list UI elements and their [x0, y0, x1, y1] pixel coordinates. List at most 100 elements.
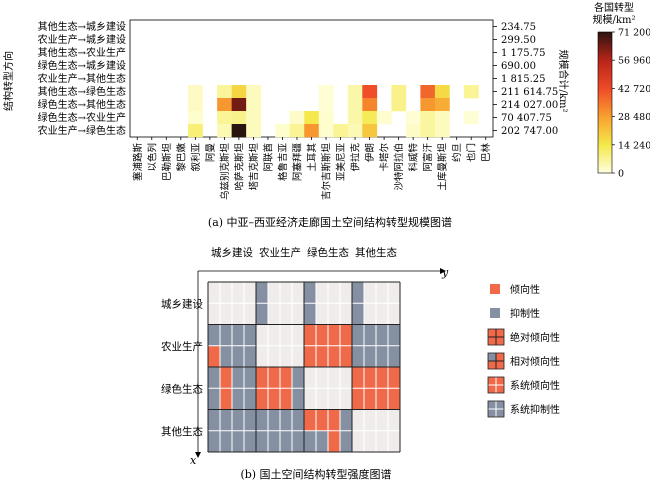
heatmap-cell	[231, 85, 247, 99]
intensity-cell	[388, 367, 400, 389]
intensity-cell	[328, 367, 340, 389]
heatmap-cell	[463, 85, 479, 99]
heatmap-cell	[231, 111, 247, 125]
intensity-cell	[304, 409, 316, 431]
legend-label: 相对倾向性	[510, 355, 560, 368]
intensity-cell	[232, 388, 244, 410]
intensity-cell	[292, 282, 304, 304]
intensity-cell	[388, 303, 400, 325]
column-labels: 塞浦路斯 以色列 巴勒斯坦 黎巴嫩 叙利亚 阿曼 乌兹别克斯坦 哈萨克斯坦 塔吉克斯坦 阿联酋 格鲁…	[132, 137, 492, 200]
row-label: 农业生产→绿色生态	[38, 124, 126, 137]
heatmap-cell	[246, 111, 261, 125]
intensity-cell	[340, 430, 352, 452]
colorbar-tick-label: 56 960	[618, 56, 650, 67]
heatmap-cell	[463, 111, 479, 125]
heatmap-cell	[217, 124, 232, 138]
intensity-cell	[232, 367, 244, 389]
row-total: 214 027.00	[501, 100, 558, 111]
intensity-cell	[304, 324, 316, 346]
intensity-cell	[304, 345, 316, 367]
heatmap-cell	[188, 85, 203, 99]
intensity-cell	[388, 345, 400, 367]
column-label: 伊拉克	[350, 143, 362, 172]
column-label: 阿曼	[205, 143, 216, 163]
intensity-cell	[328, 430, 340, 452]
intensity-cell	[232, 345, 244, 367]
intensity-cell	[340, 367, 352, 389]
intensity-cell	[364, 388, 376, 410]
intensity-cell	[316, 345, 328, 367]
row-total: 690.00	[501, 61, 536, 72]
column-label: 黎巴嫩	[175, 143, 187, 172]
heatmap-cell	[434, 85, 450, 99]
intensity-cell	[292, 388, 304, 410]
column-label: 塞浦路斯	[132, 143, 144, 182]
row-label: 绿色生态→城乡建设	[38, 59, 126, 72]
heatmap-cell	[231, 124, 247, 138]
intensity-cell	[256, 367, 268, 389]
heatmap-cell	[217, 85, 232, 99]
row-total: 1 175.75	[501, 48, 546, 59]
intensity-cell	[292, 324, 304, 346]
intensity-cell	[256, 388, 268, 410]
intensity-cell	[280, 303, 292, 325]
intensity-cells	[207, 281, 401, 453]
intensity-cell	[268, 345, 280, 367]
intensity-cell	[256, 409, 268, 431]
heatmap-cell	[289, 111, 305, 125]
intensity-cell	[268, 324, 280, 346]
intensity-cell	[208, 324, 220, 346]
row-total: 234.75	[501, 22, 536, 33]
column-label: 阿富汗	[422, 143, 434, 172]
heatmap-cell	[420, 124, 436, 138]
intensity-cell	[220, 388, 232, 410]
heatmap-cell	[347, 124, 363, 138]
heatmap-cell	[333, 124, 349, 138]
colorbar-tick-label: 0	[618, 169, 624, 180]
panel-a-heatmap: 其他生态→城乡建设农业生产→城乡建设其他生态→农业生产绿色生态→城乡建设农业生产…	[2, 1, 650, 229]
intensity-cell	[280, 430, 292, 452]
heatmap-cell	[188, 98, 203, 112]
intensity-cell	[208, 303, 220, 325]
heatmap-cell	[246, 124, 261, 138]
intensity-cell	[256, 430, 268, 452]
colorbar-tick-label: 71 200	[618, 28, 650, 39]
intensity-cell	[268, 430, 280, 452]
heatmap-cell	[318, 98, 334, 112]
intensity-cell	[280, 345, 292, 367]
heatmap-cell	[362, 124, 378, 138]
intensity-cell	[364, 367, 376, 389]
y-axis-arrowhead	[440, 268, 446, 274]
intensity-cell	[232, 409, 244, 431]
intensity-cell	[304, 367, 316, 389]
column-group-label: 城乡建设	[211, 246, 253, 259]
row-group-label: 农业生产	[161, 340, 203, 353]
x-axis-arrowhead	[195, 452, 201, 458]
intensity-cell	[328, 345, 340, 367]
legend-swatch-positive	[490, 284, 500, 294]
column-label: 阿联酋	[262, 143, 274, 172]
colorbar-gradient	[597, 31, 613, 174]
intensity-cell	[328, 303, 340, 325]
column-label: 亚美尼亚	[335, 143, 347, 182]
intensity-cell	[220, 367, 232, 389]
row-label: 绿色生态→其他生态	[38, 98, 126, 111]
intensity-cell	[364, 430, 376, 452]
column-label: 巴勒斯坦	[161, 143, 173, 182]
intensity-cell	[244, 303, 256, 325]
intensity-cell	[244, 345, 256, 367]
heatmap-cell	[405, 111, 421, 125]
row-totals: 234.75 299.50 1 175.75 690.00 1 815.25 211 61…	[493, 22, 558, 137]
intensity-cell	[268, 303, 280, 325]
legend-swatch-negative	[490, 308, 500, 318]
intensity-cell	[292, 367, 304, 389]
intensity-cell	[220, 345, 232, 367]
right-axis-label: 规模合计/km²	[557, 50, 570, 113]
intensity-cell	[244, 388, 256, 410]
heatmap-cell	[376, 111, 392, 125]
heatmap-cell	[347, 85, 363, 99]
